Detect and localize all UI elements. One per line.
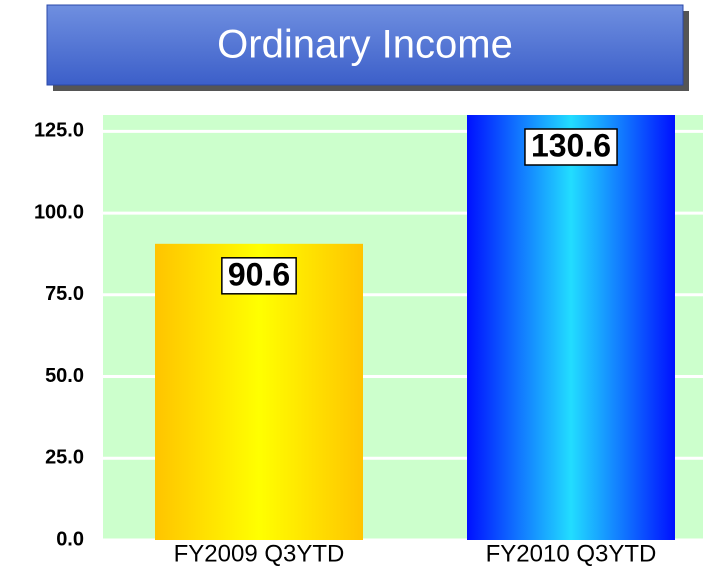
bar (467, 115, 675, 541)
y-tick-label: 100.0 (34, 201, 84, 223)
value-label: 130.6 (531, 127, 611, 163)
value-label: 90.6 (228, 256, 290, 292)
value-label-box (221, 257, 297, 295)
y-tick-label: 0.0 (56, 528, 84, 550)
chart-title: Ordinary Income (217, 23, 513, 67)
y-tick-label: 25.0 (45, 447, 84, 469)
y-tick-label: 125.0 (34, 120, 84, 142)
value-label-box (524, 128, 618, 166)
x-tick-label: FY2009 Q3YTD (174, 540, 345, 567)
y-tick-label: 50.0 (45, 365, 84, 387)
title-box (46, 4, 684, 86)
y-tick-label: 75.0 (45, 283, 84, 305)
x-tick-label: FY2010 Q3YTD (486, 540, 657, 567)
